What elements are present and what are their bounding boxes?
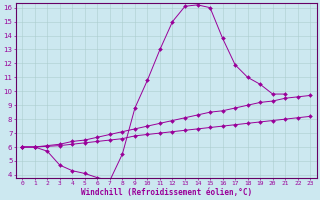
X-axis label: Windchill (Refroidissement éolien,°C): Windchill (Refroidissement éolien,°C) — [81, 188, 252, 197]
